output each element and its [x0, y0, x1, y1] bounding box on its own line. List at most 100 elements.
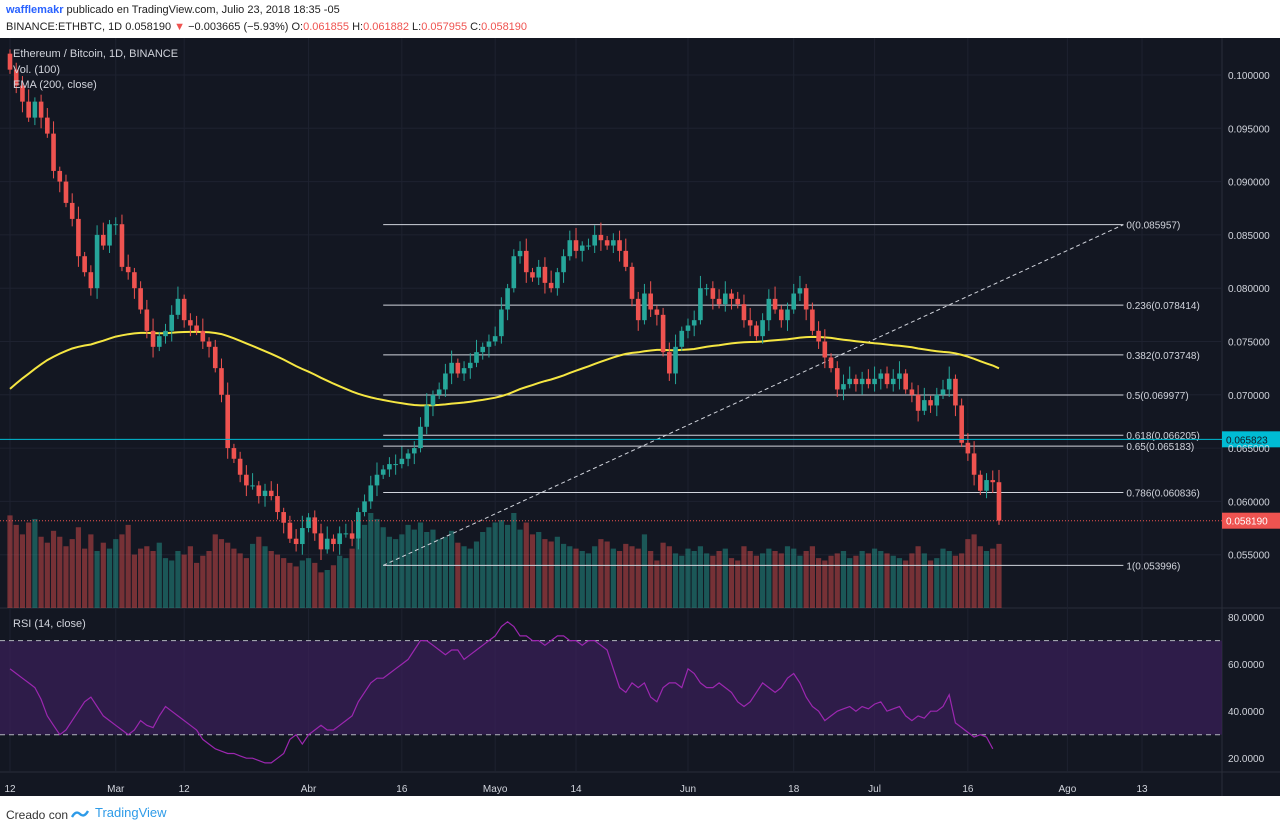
rsi-study-label[interactable]: RSI (14, close): [13, 618, 86, 630]
candle: [778, 309, 784, 321]
volume-bar: [505, 524, 511, 608]
candle: [561, 256, 566, 273]
volume-bar: [181, 554, 187, 608]
volume-bar: [106, 548, 113, 608]
volume-bar: [585, 553, 592, 608]
volume-bar: [623, 543, 629, 608]
candle: [150, 330, 156, 347]
candle: [928, 400, 933, 406]
candle: [984, 480, 989, 491]
publish-line: wafflemakr publicado en TradingView.com,…: [6, 4, 340, 16]
candle: [978, 474, 983, 491]
candle: [642, 293, 647, 321]
candle: [716, 298, 722, 305]
candle: [611, 240, 616, 246]
candle: [747, 320, 753, 326]
volume-bar: [206, 551, 212, 608]
volume-bar: [442, 536, 448, 608]
candle: [667, 352, 672, 374]
fib-level-label: 1(0.053996): [1126, 561, 1180, 572]
candle: [760, 320, 765, 337]
candle: [368, 485, 374, 502]
volume-bar: [859, 551, 865, 608]
volume-bar: [778, 553, 784, 608]
volume-bar: [249, 543, 256, 608]
candle: [859, 378, 865, 385]
candle: [393, 464, 398, 466]
candle: [499, 309, 504, 337]
candle: [262, 490, 268, 497]
candle: [449, 362, 454, 374]
low-value: 0.057955: [421, 21, 468, 33]
volume-bar: [57, 536, 63, 608]
candle: [586, 245, 591, 247]
volume-bar: [318, 572, 324, 608]
tradingview-link[interactable]: TradingView: [70, 805, 167, 820]
volume-bar: [809, 546, 815, 608]
candle: [785, 309, 790, 321]
volume-bar: [741, 546, 747, 608]
volume-bar: [803, 551, 809, 608]
ema-study-label[interactable]: EMA (200, close): [13, 79, 97, 91]
volume-bar: [816, 558, 822, 608]
fib-level-label: 0.786(0.060836): [1126, 488, 1199, 499]
rsi-axis-tick: 40.0000: [1228, 707, 1265, 718]
candle: [922, 400, 927, 411]
last-price-tag: [1222, 512, 1280, 529]
price-chart-svg[interactable]: 0(0.085957) 0.236(0.078414) 0.382(0.073748…: [0, 38, 1280, 796]
candle: [754, 325, 759, 337]
time-axis-tick: 16: [396, 784, 408, 795]
trend-line[interactable]: [382, 224, 1124, 566]
candle: [536, 266, 541, 278]
volume-bar: [262, 546, 268, 608]
volume-bar: [225, 542, 231, 608]
volume-bar: [560, 543, 567, 608]
volume-bar: [498, 520, 504, 608]
candle: [300, 528, 305, 545]
candle: [418, 426, 423, 449]
volume-bar: [324, 570, 330, 608]
chart-header: wafflemakr publicado en TradingView.com,…: [0, 0, 1280, 38]
volume-bar: [797, 555, 803, 608]
candle: [424, 405, 430, 427]
rsi-axis-tick: 80.0000: [1228, 613, 1265, 624]
candle: [517, 250, 523, 257]
volume-bar: [934, 558, 940, 608]
candle: [579, 245, 585, 251]
candle: [181, 298, 187, 321]
volume-bar: [927, 560, 934, 608]
volume-bar: [915, 546, 921, 608]
candle: [530, 272, 535, 278]
time-axis-tick: Jul: [868, 784, 881, 795]
chart-area[interactable]: 0(0.085957) 0.236(0.078414) 0.382(0.073748…: [0, 38, 1280, 796]
candle: [654, 309, 660, 315]
candle: [461, 368, 467, 374]
volume-bar: [691, 551, 697, 608]
volume-bar: [573, 548, 579, 608]
volume-bar: [722, 548, 728, 608]
price-axis-tick: 0.095000: [1228, 124, 1270, 135]
candle: [548, 282, 554, 289]
candle: [250, 485, 255, 487]
volume-bar: [305, 558, 312, 608]
candle: [953, 378, 958, 406]
candle: [163, 330, 168, 337]
price-axis-tick: 0.060000: [1228, 497, 1270, 508]
candle: [872, 378, 877, 385]
candle: [604, 240, 610, 246]
author-link[interactable]: wafflemakr: [6, 4, 64, 16]
candle: [523, 250, 529, 273]
candle: [188, 320, 193, 326]
candle: [940, 389, 946, 395]
candle: [51, 133, 56, 171]
low-label: L:: [412, 21, 422, 33]
volume-bar: [194, 562, 200, 608]
volume-bar: [312, 562, 318, 608]
candle: [306, 517, 311, 529]
price-axis-tick: 0.090000: [1228, 178, 1270, 189]
candle: [492, 336, 498, 342]
candle: [237, 458, 243, 475]
candle: [735, 298, 741, 305]
volume-bar: [75, 527, 82, 608]
volume-study-label[interactable]: Vol. (100): [13, 64, 60, 76]
